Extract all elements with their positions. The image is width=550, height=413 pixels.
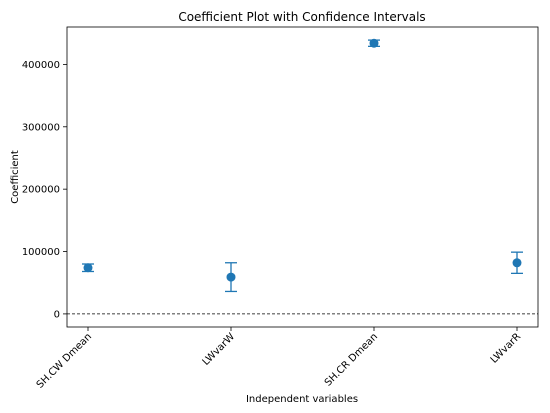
y-tick-label: 0 — [54, 309, 60, 320]
y-tick-label: 200000 — [22, 185, 60, 196]
y-tick-label: 400000 — [22, 60, 60, 71]
data-point — [83, 263, 93, 273]
chart-title: Coefficient Plot with Confidence Interva… — [178, 10, 425, 24]
plot-frame — [66, 26, 539, 328]
plot-area: 0 100000 200000 300000 400000 SH.CW Dmean LWva… — [22, 26, 539, 391]
x-axis-label: Independent variables — [246, 394, 358, 405]
y-axis-label: Coefficient — [10, 150, 21, 204]
data-point — [512, 258, 522, 268]
x-tick-label: SH.CW Dmean — [35, 331, 94, 390]
data-point — [369, 38, 379, 48]
y-tick-label: 300000 — [22, 122, 60, 133]
x-tick-label: SH.CR Dmean — [323, 331, 380, 388]
x-tick-label: LWvarR — [489, 331, 523, 365]
y-tick-label: 100000 — [22, 247, 60, 258]
data-point — [226, 272, 236, 282]
x-tick-label: LWvarW — [201, 331, 238, 368]
